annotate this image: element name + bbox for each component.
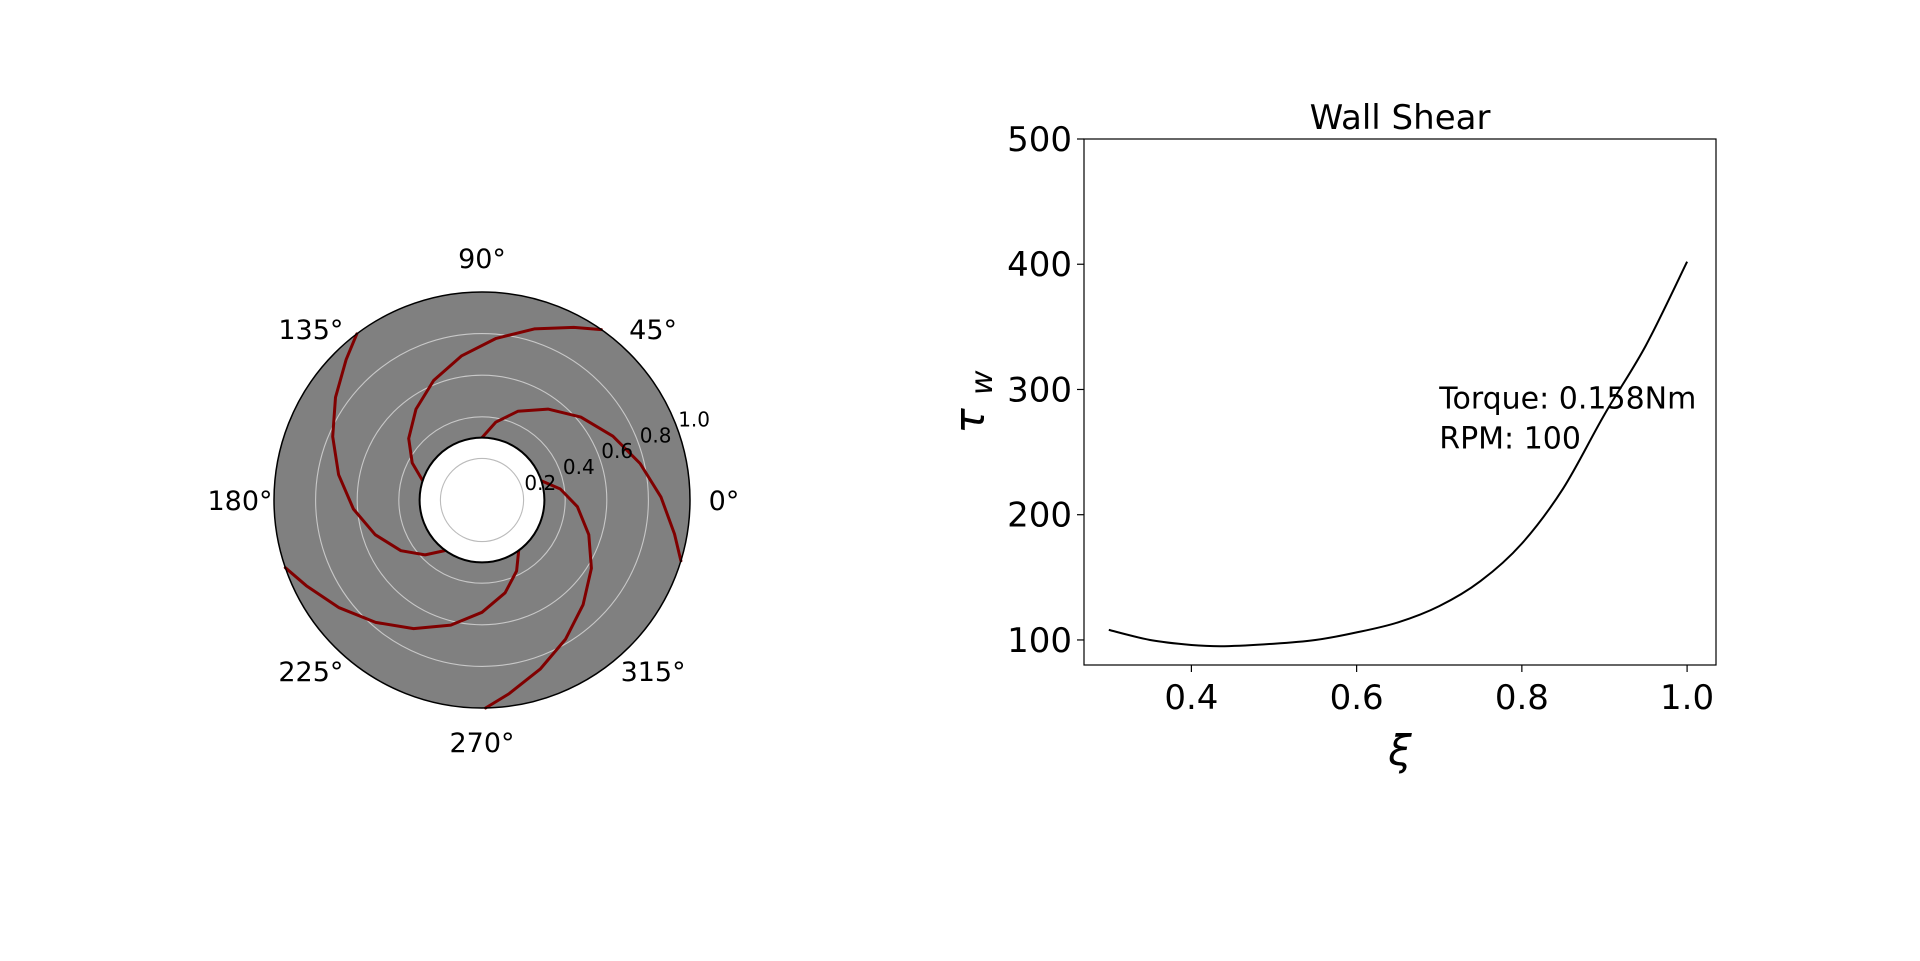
line-chart-x-ticks: 0.4 0.6 0.8 1.0 [1164, 665, 1714, 718]
polar-angular-tick-label-5: 225° [278, 657, 343, 688]
polar-angular-tick-label-3: 135° [278, 315, 343, 346]
polar-radial-tick-label-3: 0.8 [640, 423, 672, 447]
polar-angular-tick-label-2: 90° [458, 244, 506, 275]
rpm-annotation: RPM: 100 [1439, 421, 1581, 456]
blade-curve-4 [283, 549, 521, 631]
polar-radial-tick-label-2: 0.6 [601, 439, 633, 463]
wall-shear-line [1108, 261, 1688, 648]
polar-angular-tick-label-6: 270° [449, 728, 514, 759]
line-chart: Wall Shear 0.4 0.6 0.8 1.0 100200300400500 … [945, 98, 1717, 775]
blade-curve-1 [480, 407, 683, 563]
polar-hub-grid-circle [439, 457, 525, 543]
polar-border [273, 291, 691, 709]
polar-grid-circle-1 [398, 416, 566, 584]
torque-annotation: Torque: 0.158Nm [1438, 381, 1696, 416]
polar-blade-curves [283, 325, 683, 710]
polar-radial-tick-label-4: 1.0 [678, 407, 710, 431]
polar-radial-tick-labels: 0.2 0.40.6 0.81.0 [524, 407, 710, 495]
x-tick-label-3: 1.0 [1660, 678, 1714, 718]
blade-curve-2 [407, 325, 603, 483]
line-chart-title: Wall Shear [1310, 98, 1491, 138]
line-chart-y-label-subscript: w [965, 370, 1000, 395]
x-tick-label-2: 0.8 [1495, 678, 1549, 718]
polar-radial-tick-label-1: 0.4 [563, 455, 595, 479]
y-tick-label-0: 100 [1007, 621, 1072, 661]
line-chart-plot-frame [1083, 138, 1717, 666]
polar-angular-tick-label-1: 45° [629, 315, 677, 346]
polar-radial-tick-label-0: 0.2 [524, 471, 556, 495]
polar-angular-tick-label-7: 315° [621, 657, 686, 688]
line-chart-x-label: ξ [1387, 726, 1412, 775]
y-tick-label-3: 400 [1007, 245, 1072, 285]
blade-curve-5 [484, 479, 593, 710]
line-chart-y-label: τ w [945, 370, 1000, 434]
blade-curve-3 [331, 332, 447, 557]
x-tick-label-0: 0.4 [1164, 678, 1218, 718]
y-tick-label-1: 200 [1007, 496, 1072, 536]
y-tick-label-2: 300 [1007, 370, 1072, 410]
line-chart-y-label-main: τ [945, 408, 994, 434]
polar-grid-circle-3 [315, 333, 649, 667]
polar-angular-tick-label-4: 180° [207, 486, 272, 517]
y-tick-label-4: 500 [1007, 120, 1072, 160]
polar-hub [418, 436, 546, 564]
polar-grid-circle-2 [356, 374, 608, 626]
polar-angular-tick-labels: 0° 45° 90° 135° 180° 225° 270° 315° [207, 244, 739, 759]
x-tick-label-1: 0.6 [1330, 678, 1384, 718]
line-chart-y-ticks: 100 200 300 400 500 [1007, 120, 1084, 661]
polar-angular-tick-label-0: 0° [709, 486, 740, 517]
polar-chart: 0.2 0.40.6 0.81.0 0° 45° 90° 135° 180° 225° 270°… [207, 244, 739, 759]
